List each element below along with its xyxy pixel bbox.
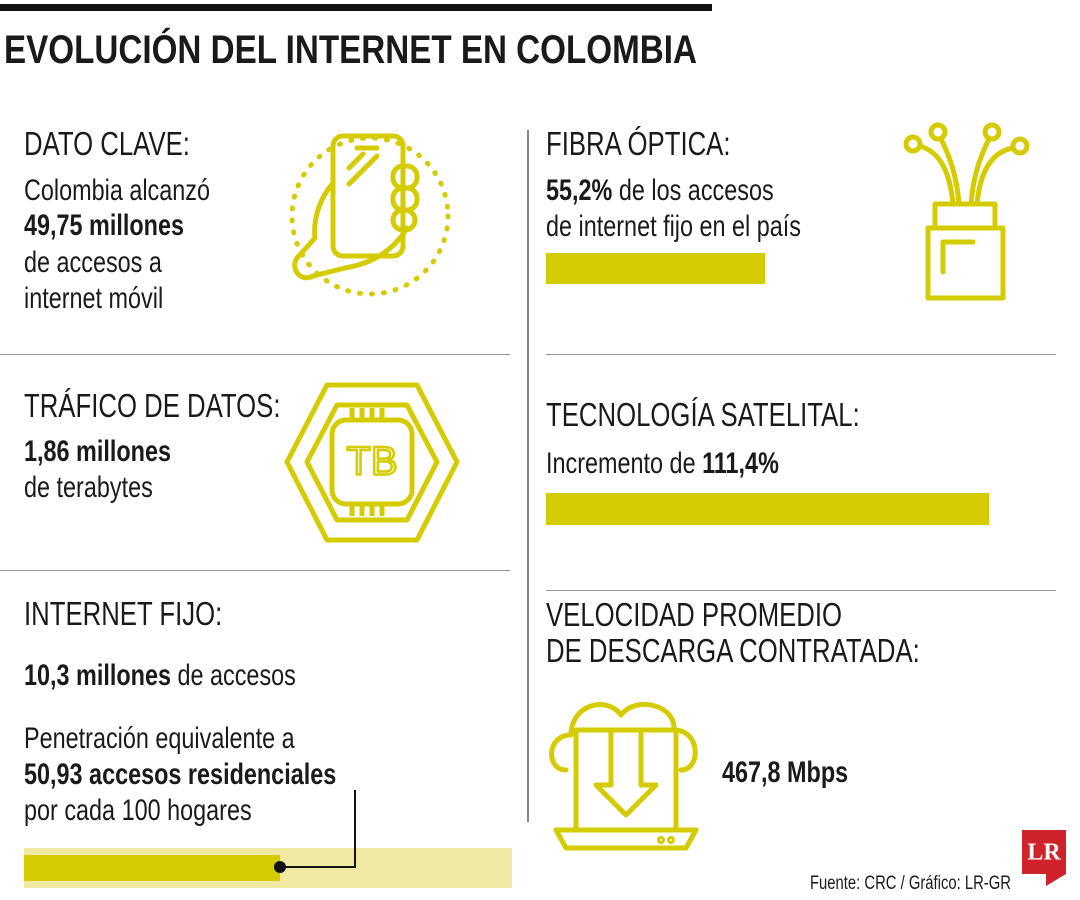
text: de internet fijo en el país [546,210,801,243]
download-icon [549,701,699,851]
highlight: 50,93 accesos residenciales [24,758,337,791]
highlight: 10,3 millones [24,659,171,692]
text: de los accesos [618,174,774,207]
top-rule [0,4,712,11]
text: por cada 100 hogares [24,794,252,827]
heading: VELOCIDAD PROMEDIO [546,596,843,633]
heading: DE DESCARGA CONTRATADA: [546,632,920,669]
divider [0,570,510,571]
divider [0,354,510,355]
highlight: 55,2% [546,174,613,207]
heading: INTERNET FIJO: [24,595,223,632]
bar [546,493,989,525]
heading: FIBRA ÓPTICA: [546,125,731,162]
text: de accesos a [24,246,162,279]
highlight: 111,4% [702,447,779,480]
heading: TRÁFICO DE DATOS: [24,387,281,424]
divider [546,590,1056,591]
text: Colombia alcanzó [24,174,211,207]
heading: TECNOLOGÍA SATELITAL: [546,396,860,433]
phone-icon [289,133,451,297]
logo: LR [1022,830,1066,886]
value: 467,8 Mbps [722,756,849,789]
bar [546,253,765,284]
bar [24,855,280,881]
icon-label: TB [346,440,397,484]
text: internet móvil [24,282,164,315]
text: de accesos [177,659,296,692]
text: de terabytes [24,471,153,504]
highlight: 1,86 millones [24,435,171,468]
text: Penetración equivalente a [24,722,295,755]
connector [274,790,356,873]
divider [546,354,1056,355]
divider [527,130,529,822]
fiber-icon [903,122,1030,301]
title: EVOLUCIÓN DEL INTERNET EN COLOMBIA [4,28,697,72]
text: Incremento de [546,447,696,480]
logo-text: LR [1027,840,1061,866]
tb-icon: TB [284,382,460,543]
heading: DATO CLAVE: [24,125,190,162]
highlight: 49,75 millones [24,209,184,242]
source: Fuente: CRC / Gráfico: LR-GR [810,873,1011,894]
